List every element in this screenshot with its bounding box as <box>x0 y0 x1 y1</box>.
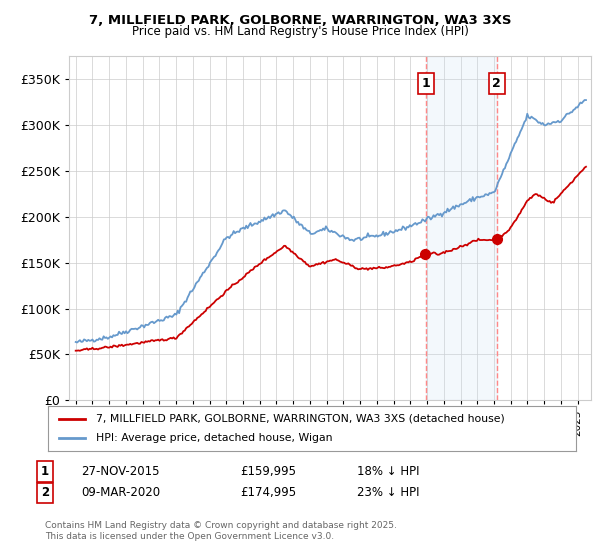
Text: 7, MILLFIELD PARK, GOLBORNE, WARRINGTON, WA3 3XS: 7, MILLFIELD PARK, GOLBORNE, WARRINGTON,… <box>89 14 511 27</box>
Text: 1: 1 <box>421 77 430 90</box>
Text: 27-NOV-2015: 27-NOV-2015 <box>81 465 160 478</box>
Text: 1: 1 <box>41 465 49 478</box>
Text: 2: 2 <box>493 77 501 90</box>
Text: HPI: Average price, detached house, Wigan: HPI: Average price, detached house, Wiga… <box>95 433 332 444</box>
Bar <box>425 56 497 400</box>
Text: £174,995: £174,995 <box>240 486 296 500</box>
Text: Contains HM Land Registry data © Crown copyright and database right 2025.
This d: Contains HM Land Registry data © Crown c… <box>45 521 397 540</box>
Text: 23% ↓ HPI: 23% ↓ HPI <box>357 486 419 500</box>
Text: 2: 2 <box>41 486 49 500</box>
Text: 09-MAR-2020: 09-MAR-2020 <box>81 486 160 500</box>
Text: £159,995: £159,995 <box>240 465 296 478</box>
Text: 7, MILLFIELD PARK, GOLBORNE, WARRINGTON, WA3 3XS (detached house): 7, MILLFIELD PARK, GOLBORNE, WARRINGTON,… <box>95 413 504 423</box>
Text: 18% ↓ HPI: 18% ↓ HPI <box>357 465 419 478</box>
Text: Price paid vs. HM Land Registry's House Price Index (HPI): Price paid vs. HM Land Registry's House … <box>131 25 469 38</box>
